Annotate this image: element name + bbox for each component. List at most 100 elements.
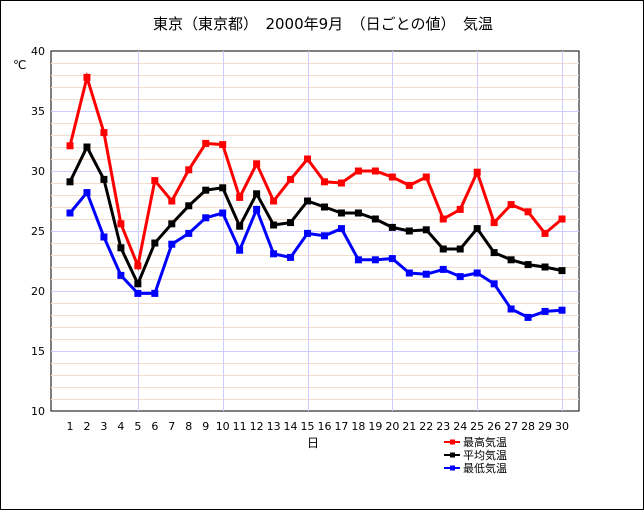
x-tick-label: 29: [538, 420, 552, 433]
y-tick-label: 10: [31, 405, 45, 418]
data-point: [287, 219, 295, 227]
x-tick-label: 18: [351, 420, 365, 433]
data-point: [422, 226, 430, 234]
data-point: [168, 197, 176, 205]
data-point: [388, 255, 396, 263]
y-tick-label: 40: [31, 45, 45, 58]
series-2: [66, 143, 566, 288]
series-layer: [66, 71, 566, 321]
data-point: [405, 181, 413, 189]
legend-item: 平均気温: [444, 448, 507, 462]
data-point: [524, 313, 532, 321]
series-3: [66, 189, 566, 321]
data-point: [134, 280, 142, 288]
chart-title: 東京（東京都） 2000年9月 （日ごとの値） 気温: [152, 15, 494, 33]
data-point: [422, 173, 430, 181]
x-tick-label: 6: [151, 420, 158, 433]
data-point: [66, 178, 74, 186]
series-1: [66, 71, 566, 272]
data-point: [236, 193, 244, 201]
x-tick-label: 21: [402, 420, 416, 433]
x-tick-label: 16: [317, 420, 331, 433]
x-tick-label: 23: [436, 420, 450, 433]
x-tick-label: 8: [185, 420, 192, 433]
data-point: [541, 263, 549, 271]
data-point: [117, 271, 125, 279]
x-tick-label: 30: [555, 420, 569, 433]
data-point: [337, 209, 345, 217]
data-point: [371, 215, 379, 223]
legend-label: 最低気温: [463, 461, 507, 475]
x-tick-label: 9: [202, 420, 209, 433]
legend-item: 最低気温: [444, 461, 507, 475]
x-tick-label: 12: [250, 420, 264, 433]
legend-label: 最高気温: [463, 435, 507, 449]
data-point: [83, 143, 91, 151]
data-point: [524, 261, 532, 269]
data-point: [304, 197, 312, 205]
data-point: [354, 209, 362, 217]
x-tick-label: 2: [83, 420, 90, 433]
data-point: [270, 197, 278, 205]
x-tick-label: 1: [67, 420, 74, 433]
data-point: [253, 160, 261, 168]
x-tick-label: 3: [100, 420, 107, 433]
data-point: [507, 256, 515, 264]
x-tick-label: 5: [134, 420, 141, 433]
data-point: [236, 246, 244, 254]
data-point: [473, 225, 481, 233]
data-point: [490, 219, 498, 227]
data-point: [473, 269, 481, 277]
data-point: [439, 215, 447, 223]
data-point: [405, 227, 413, 235]
data-point: [405, 269, 413, 277]
data-point: [558, 306, 566, 314]
data-point: [100, 129, 108, 137]
data-point: [456, 273, 464, 281]
y-axis-unit-label: ℃: [13, 58, 26, 72]
data-point: [558, 267, 566, 275]
data-point: [456, 245, 464, 253]
legend-swatch-marker: [450, 452, 455, 458]
data-point: [507, 305, 515, 313]
x-tick-label: 24: [453, 420, 467, 433]
x-tick-label: 11: [233, 420, 247, 433]
x-tick-label: 19: [368, 420, 382, 433]
y-tick-label: 35: [31, 105, 45, 118]
data-point: [100, 175, 108, 183]
data-point: [439, 245, 447, 253]
data-point: [219, 141, 227, 149]
data-point: [151, 177, 159, 185]
data-point: [134, 262, 142, 270]
x-tick-label: 27: [504, 420, 518, 433]
data-point: [388, 223, 396, 231]
data-point: [151, 239, 159, 247]
x-tick-label: 20: [385, 420, 399, 433]
x-tick-label: 10: [216, 420, 230, 433]
x-tick-label: 15: [301, 420, 315, 433]
data-point: [219, 209, 227, 217]
data-point: [117, 220, 125, 228]
x-axis-tick-labels: 1 2 3 4 5 6 7 8 9 10 11 12 13 14 15 16 17 18 19 20 21 22 23 24 2…: [67, 420, 570, 433]
data-point: [151, 289, 159, 297]
data-point: [134, 289, 142, 297]
data-point: [456, 205, 464, 213]
x-tick-label: 7: [168, 420, 175, 433]
legend-label: 平均気温: [463, 448, 507, 462]
data-point: [185, 166, 193, 174]
data-point: [185, 229, 193, 237]
x-tick-label: 4: [117, 420, 124, 433]
data-point: [541, 307, 549, 315]
data-point: [541, 229, 549, 237]
y-tick-label: 20: [31, 285, 45, 298]
x-tick-label: 22: [419, 420, 433, 433]
data-point: [83, 73, 91, 81]
data-point: [253, 205, 261, 213]
data-point: [354, 167, 362, 175]
x-tick-label: 25: [470, 420, 484, 433]
data-point: [202, 214, 210, 222]
data-point: [354, 256, 362, 264]
